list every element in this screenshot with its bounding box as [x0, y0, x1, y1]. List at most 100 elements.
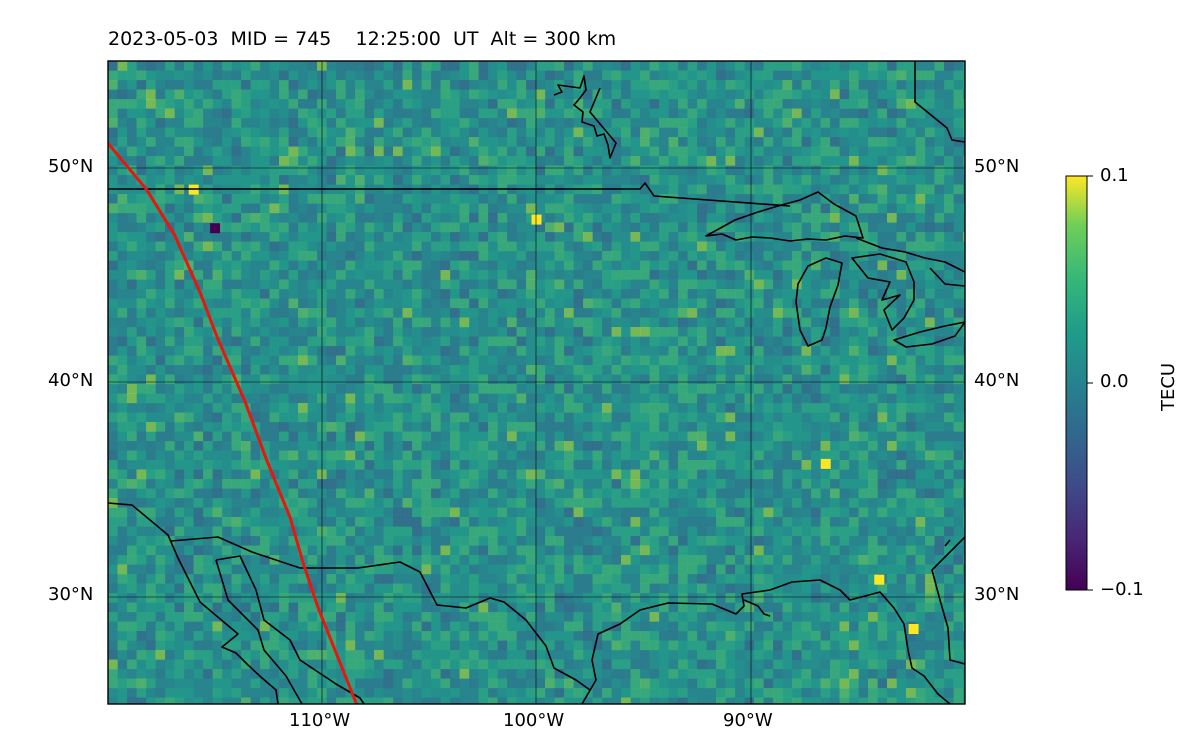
tec-cell: [754, 165, 764, 176]
tec-cell: [165, 70, 175, 81]
tec-cell: [811, 545, 821, 556]
tec-cell: [706, 517, 717, 527]
tec-cell: [877, 175, 888, 185]
tec-cell: [526, 241, 536, 252]
tec-cell: [953, 526, 964, 537]
tec-cell: [801, 517, 812, 527]
tec-cell: [136, 137, 147, 147]
tec-cell: [497, 517, 508, 527]
tec-cell: [773, 270, 783, 280]
tec-cell: [877, 469, 888, 480]
tec-cell: [497, 422, 508, 432]
tec-cell: [782, 194, 793, 204]
tec-cell: [630, 355, 641, 366]
tec-cell: [383, 213, 394, 223]
tec-cell: [735, 194, 745, 204]
tec-cell: [621, 260, 631, 271]
tec-cell: [782, 184, 793, 195]
tec-cell: [336, 317, 346, 328]
tec-cell: [896, 61, 907, 71]
tec-cell: [953, 507, 964, 518]
tec-cell: [250, 89, 261, 100]
tec-cell: [915, 279, 926, 290]
tec-cell: [849, 403, 859, 413]
tec-cell: [450, 222, 460, 233]
tec-cell: [906, 70, 916, 81]
tec-cell: [963, 346, 965, 356]
tec-cell: [735, 279, 745, 290]
tec-cell: [592, 498, 603, 508]
tec-cell: [887, 118, 897, 128]
tec-cell: [659, 232, 669, 242]
tec-cell: [450, 336, 460, 347]
tec-cell: [250, 156, 261, 166]
tec-cell: [877, 526, 888, 537]
tec-cell: [934, 175, 945, 185]
tec-cell: [421, 460, 432, 470]
tec-cell: [174, 460, 185, 470]
tec-cell: [469, 393, 479, 404]
tec-cell: [849, 355, 859, 366]
tec-cell: [706, 412, 717, 423]
tec-cell: [820, 412, 831, 423]
tec-cell: [345, 222, 356, 233]
tec-cell: [801, 479, 812, 489]
tec-cell: [355, 270, 365, 280]
tec-cell: [906, 222, 916, 233]
tec-cell: [488, 365, 498, 375]
tec-cell: [269, 327, 280, 337]
tec-cell: [858, 422, 869, 432]
tec-cell: [630, 137, 641, 147]
tec-cell: [374, 336, 384, 347]
tec-cell: [469, 127, 479, 138]
tec-cell: [459, 108, 470, 119]
tec-cell: [497, 403, 508, 413]
tec-cell: [535, 317, 546, 328]
tec-cell: [887, 336, 897, 347]
tec-cell: [697, 232, 707, 242]
tec-cell: [250, 289, 261, 299]
tec-cell: [716, 127, 726, 138]
tec-cell: [488, 127, 498, 138]
tec-cell: [260, 555, 270, 565]
tec-cell: [877, 184, 888, 195]
tec-cell: [155, 469, 166, 480]
tec-cell: [877, 441, 888, 451]
tec-cell: [155, 450, 166, 461]
tec-cell: [830, 460, 840, 470]
tec-cell: [535, 564, 546, 575]
tec-cell: [488, 251, 498, 261]
tec-cell: [706, 99, 717, 109]
tec-cell: [545, 403, 555, 413]
tec-cell: [925, 555, 935, 565]
tec-cell: [203, 108, 213, 119]
tec-cell: [839, 517, 850, 527]
tec-cell: [269, 203, 280, 214]
tec-cell: [307, 469, 318, 480]
tec-cell: [640, 422, 650, 432]
tec-cell: [203, 488, 213, 499]
tec-cell: [697, 175, 707, 185]
tec-cell: [868, 346, 878, 356]
tec-cell: [355, 203, 365, 214]
tec-cell: [526, 336, 536, 347]
tec-cell: [440, 536, 451, 546]
tec-cell: [393, 279, 403, 290]
tec-cell: [773, 441, 783, 451]
tec-cell: [934, 317, 945, 328]
tec-cell: [801, 507, 812, 518]
tec-cell: [668, 517, 679, 527]
tec-cell: [336, 175, 346, 185]
tec-cell: [963, 479, 965, 489]
tec-cell: [478, 260, 489, 271]
tec-cell: [459, 412, 470, 423]
tec-cell: [839, 422, 850, 432]
tec-cell: [792, 526, 802, 537]
tec-cell: [450, 270, 460, 280]
tec-cell: [830, 89, 840, 100]
tec-cell: [953, 384, 964, 394]
tec-cell: [326, 127, 337, 138]
tec-cell: [811, 460, 821, 470]
tec-cell: [963, 260, 965, 271]
tec-cell: [953, 536, 964, 546]
